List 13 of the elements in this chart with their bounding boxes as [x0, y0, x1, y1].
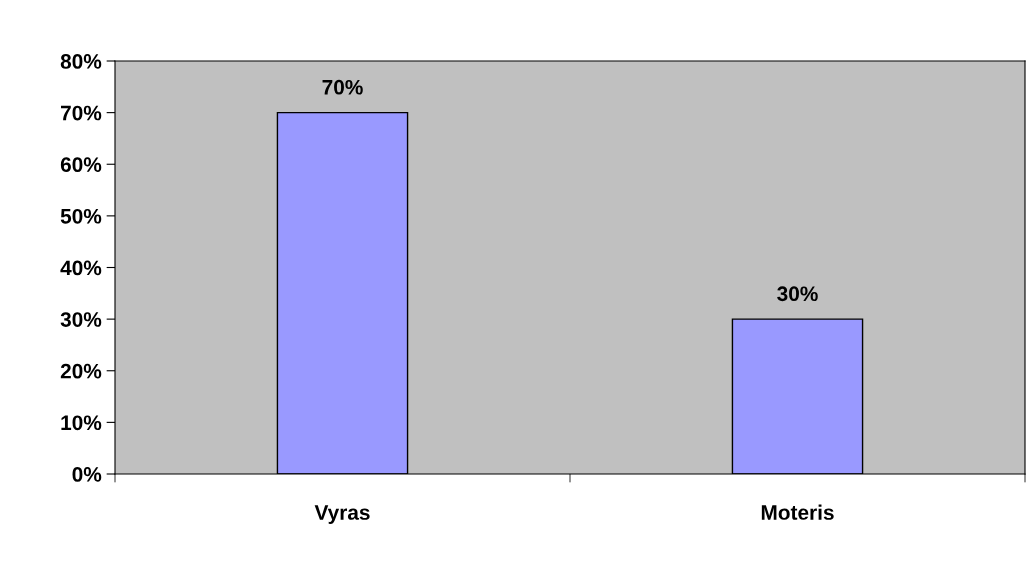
y-tick-label: 70% — [61, 105, 102, 121]
data-label: 30% — [777, 286, 818, 302]
y-tick-label: 50% — [60, 208, 102, 224]
y-tick-label: 40% — [60, 260, 102, 276]
y-tick-label: 30% — [60, 312, 102, 327]
y-tick-label: 80% — [60, 54, 102, 69]
x-tick-label: Vyras — [314, 505, 370, 524]
data-label: 70% — [322, 79, 363, 95]
y-tick-label: 20% — [60, 363, 102, 379]
y-tick-label: 0% — [72, 467, 102, 482]
x-tick-label: Moteris — [761, 504, 834, 520]
y-tick-label: 10% — [61, 415, 102, 431]
y-tick-label: 60% — [60, 157, 102, 172]
